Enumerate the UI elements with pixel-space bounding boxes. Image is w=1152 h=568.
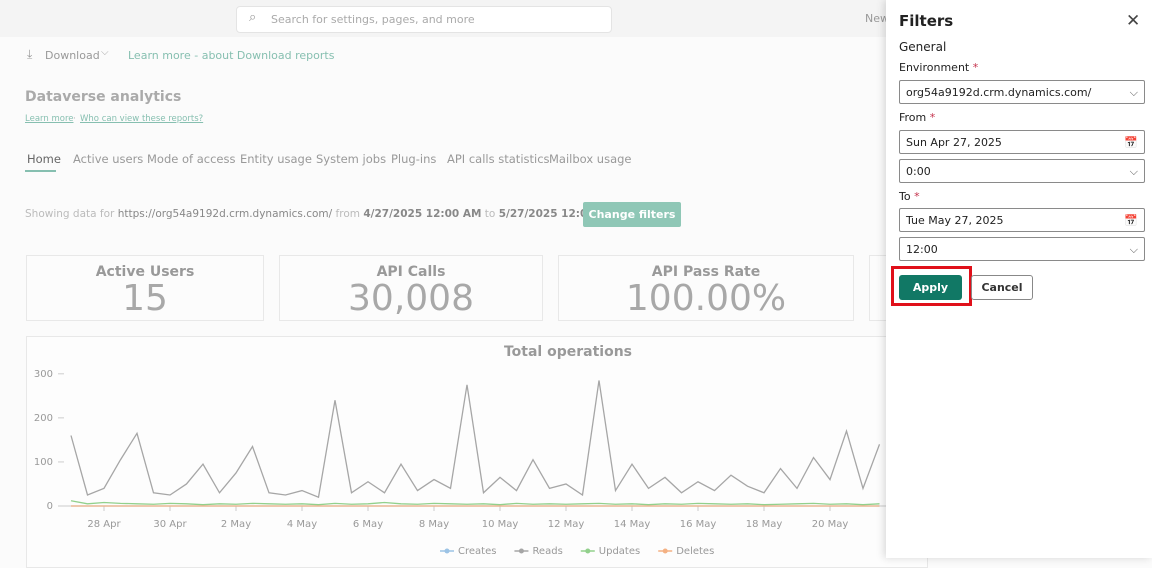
- page-title: Dataverse analytics: [25, 89, 182, 105]
- required-mark: *: [929, 111, 936, 124]
- card-value: 15: [122, 278, 168, 319]
- to-date-picker[interactable]: Tue May 27, 2025 📅: [899, 208, 1145, 232]
- apply-button[interactable]: Apply: [899, 275, 962, 300]
- time-value: 0:00: [906, 165, 931, 178]
- new-button[interactable]: New: [865, 12, 889, 25]
- tab[interactable]: API calls statistics: [447, 152, 550, 166]
- dropdown-value: org54a9192d.crm.dynamics.com/: [906, 86, 1092, 99]
- tab[interactable]: Home: [27, 152, 61, 166]
- card-label: Active Users: [95, 264, 195, 280]
- x-tick-label: 8 May: [419, 519, 449, 530]
- tab[interactable]: System jobs: [316, 152, 387, 166]
- to-time-dropdown[interactable]: 12:00 ⌵: [899, 237, 1145, 261]
- x-tick-label: 12 May: [548, 519, 585, 530]
- date-value: Sun Apr 27, 2025: [906, 136, 1002, 149]
- card: API Pass Rate 100.00%: [558, 255, 854, 321]
- legend-label: Creates: [458, 546, 496, 557]
- environment-dropdown[interactable]: org54a9192d.crm.dynamics.com/⌵: [899, 80, 1145, 104]
- legend-dot: [585, 548, 591, 554]
- learn-more-link[interactable]: Learn more - about Download reports: [128, 49, 335, 62]
- legend-label: Reads: [532, 546, 562, 557]
- time-value: 12:00: [906, 243, 938, 256]
- highlight-box: [891, 266, 972, 306]
- from-time-dropdown[interactable]: 0:00 ⌵: [899, 159, 1145, 183]
- card: Active Users 15: [26, 255, 264, 321]
- card: API Calls 30,008: [279, 255, 543, 321]
- tab[interactable]: Entity usage: [240, 152, 312, 166]
- field-label: To: [899, 190, 911, 203]
- tab-indicator: [25, 170, 56, 172]
- cancel-button[interactable]: Cancel: [971, 275, 1033, 300]
- required-mark: *: [972, 61, 979, 74]
- chevron: ⌵: [101, 47, 109, 58]
- x-tick-label: 4 May: [287, 519, 317, 530]
- legend-dot: [518, 548, 524, 554]
- legend-dot: [444, 548, 450, 554]
- y-tick-label: 300: [34, 369, 53, 380]
- series-line: [70, 380, 881, 499]
- x-tick-label: 6 May: [353, 519, 383, 530]
- learn-more-link[interactable]: Learn more: [25, 114, 74, 124]
- series-line: [70, 500, 880, 506]
- summary-from: 4/27/2025 12:00 AM: [363, 208, 482, 220]
- close-button[interactable]: ✕: [1126, 11, 1141, 31]
- from-date-picker[interactable]: Sun Apr 27, 2025 📅: [899, 130, 1145, 154]
- x-tick-label: 2 May: [221, 519, 251, 530]
- x-tick-label: 16 May: [680, 519, 717, 530]
- chart-title: Total operations: [504, 344, 632, 360]
- search-placeholder: Search for settings, pages, and more: [271, 13, 475, 26]
- legend-label: Updates: [599, 546, 640, 557]
- card-label: API Pass Rate: [651, 264, 761, 280]
- field-label: From: [899, 111, 927, 124]
- y-tick-label: 200: [34, 413, 53, 424]
- card-value: 100.00%: [625, 278, 787, 319]
- x-tick-label: 14 May: [614, 519, 651, 530]
- summary-env: https://org54a9192d.crm.dynamics.com/: [117, 208, 333, 220]
- legend-label: Deletes: [676, 546, 714, 557]
- y-tick-label: 100: [34, 457, 53, 468]
- download-icon: ⤓: [27, 47, 33, 61]
- download-button[interactable]: Download: [45, 49, 100, 62]
- card-value: 30,008: [348, 278, 474, 319]
- tab[interactable]: Plug-ins: [391, 152, 437, 166]
- search-box[interactable]: ⌕ Search for settings, pages, and more: [236, 6, 612, 33]
- x-tick-label: 10 May: [482, 519, 519, 530]
- tab[interactable]: Mailbox usage: [549, 152, 632, 166]
- x-tick-label: 18 May: [746, 519, 783, 530]
- legend-dot: [662, 548, 668, 554]
- tab[interactable]: Active users: [73, 152, 144, 166]
- change-filters-button[interactable]: Change filters: [583, 202, 681, 227]
- panel-title: Filters: [899, 12, 954, 30]
- separator: ·: [73, 114, 76, 124]
- filters-panel: Filters ✕ General Environment * org54a91…: [886, 0, 1152, 558]
- x-tick-label: 28 Apr: [87, 519, 121, 530]
- summary-prefix: Showing data for: [25, 208, 115, 220]
- field-label: Environment: [899, 61, 970, 74]
- x-tick-label: 30 Apr: [153, 519, 187, 530]
- summary-from-label: from: [335, 208, 360, 220]
- tab[interactable]: Mode of access: [147, 152, 236, 166]
- required-mark: *: [914, 190, 920, 203]
- x-tick-label: 20 May: [812, 519, 849, 530]
- who-can-view-link[interactable]: Who can view these reports?: [80, 114, 204, 124]
- card-label: API Calls: [376, 264, 446, 280]
- date-value: Tue May 27, 2025: [906, 214, 1004, 227]
- section-title: General: [899, 40, 947, 54]
- y-tick-label: 0: [47, 501, 53, 512]
- summary-to-label: to: [484, 208, 496, 220]
